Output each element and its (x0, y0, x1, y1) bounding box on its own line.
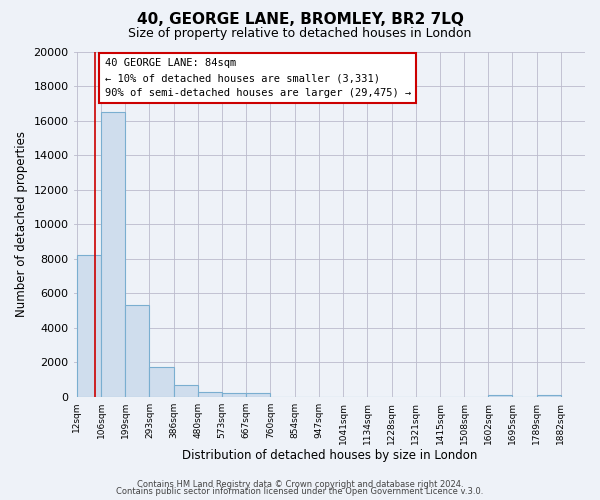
Bar (125, 306, 149, 397)
Bar (198, 392, 222, 397)
Bar (77, 256, 101, 397)
Text: Contains HM Land Registry data © Crown copyright and database right 2024.: Contains HM Land Registry data © Crown c… (137, 480, 463, 489)
Bar (246, 393, 271, 397)
Bar (101, 112, 125, 397)
Text: 40, GEORGE LANE, BROMLEY, BR2 7LQ: 40, GEORGE LANE, BROMLEY, BR2 7LQ (137, 12, 463, 28)
Text: Contains public sector information licensed under the Open Government Licence v.: Contains public sector information licen… (116, 487, 484, 496)
Bar (222, 393, 246, 397)
Bar (488, 394, 512, 397)
Bar (149, 366, 173, 397)
Bar (537, 394, 561, 397)
Text: 40 GEORGE LANE: 84sqm
← 10% of detached houses are smaller (3,331)
90% of semi-d: 40 GEORGE LANE: 84sqm ← 10% of detached … (104, 58, 411, 98)
X-axis label: Distribution of detached houses by size in London: Distribution of detached houses by size … (182, 450, 477, 462)
Y-axis label: Number of detached properties: Number of detached properties (15, 131, 28, 317)
Bar (173, 385, 197, 397)
Text: Size of property relative to detached houses in London: Size of property relative to detached ho… (128, 28, 472, 40)
